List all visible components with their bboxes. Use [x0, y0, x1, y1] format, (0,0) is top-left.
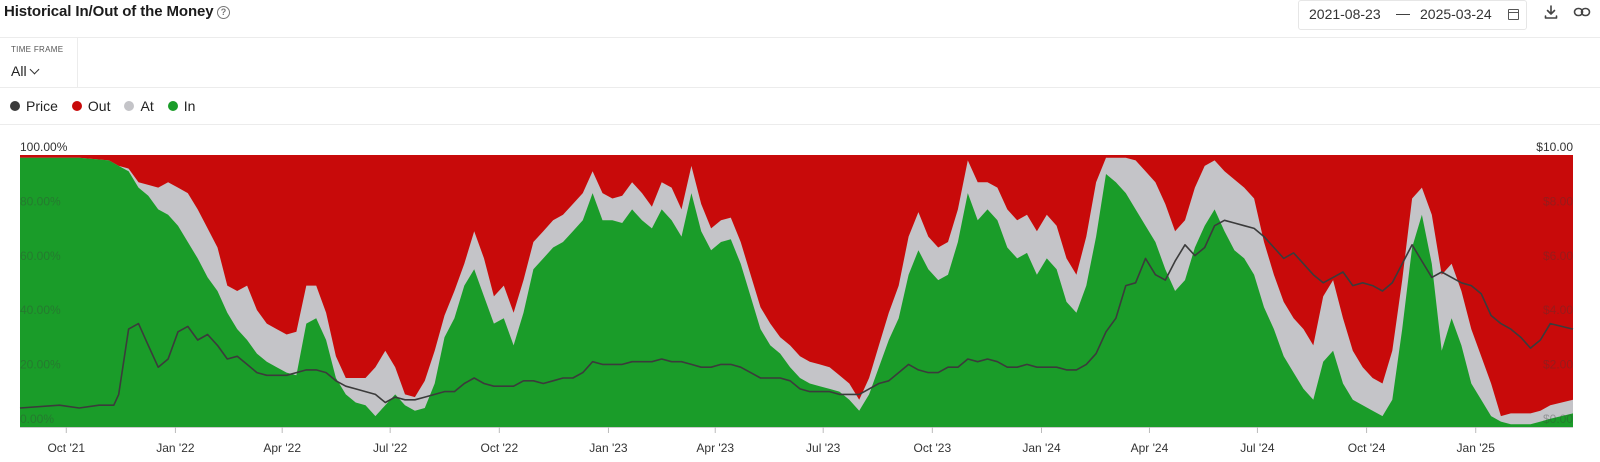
legend-item-price[interactable]: Price [10, 98, 58, 114]
x-axis-tick-label: Jan '24 [1022, 441, 1061, 455]
date-separator: — [1396, 5, 1410, 21]
legend-item-at[interactable]: At [124, 98, 154, 114]
start-date[interactable]: 2021-08-23 [1309, 6, 1381, 22]
in-area [20, 157, 1573, 427]
x-axis-tick-label: Jan '23 [589, 441, 628, 455]
question-circle-icon[interactable]: ? [217, 6, 230, 19]
y-right-tick-label: $4.00 [1543, 303, 1573, 317]
chart-legend: Price Out At In [10, 97, 209, 115]
timeframe-label: TIME FRAME [11, 45, 64, 54]
timeframe-select[interactable]: All [11, 63, 27, 79]
y-left-tick-label: 60.00% [20, 249, 61, 263]
legend-item-out[interactable]: Out [71, 98, 111, 114]
calendar-icon[interactable] [1508, 9, 1519, 20]
divider [0, 87, 1600, 88]
legend-swatch [167, 101, 178, 111]
divider [0, 37, 1600, 38]
x-axis-tick-label: Oct '24 [1348, 441, 1386, 455]
x-axis-tick-label: Jul '22 [373, 441, 408, 455]
y-axis-right: $0.00 $2.00 $4.00 $6.00 $8.00 $10.00 [1536, 140, 1573, 426]
y-left-tick-label: 100.00% [20, 140, 68, 154]
y-right-tick-label: $6.00 [1543, 249, 1573, 263]
x-axis-tick-label: Oct '23 [914, 441, 952, 455]
y-right-tick-label: $8.00 [1543, 194, 1573, 208]
chart-title: Historical In/Out of the Money [4, 3, 214, 20]
y-right-tick-label: $10.00 [1536, 140, 1573, 154]
x-axis-tick-label: Jul '23 [806, 441, 841, 455]
link-icon[interactable] [1573, 4, 1591, 20]
x-axis: Oct '21 Jan '22 Apr '22 Jul '22 Oct '22 Jan '… [20, 427, 1573, 455]
y-left-tick-label: 20.00% [20, 358, 61, 372]
x-axis-tick-label: Apr '24 [1131, 441, 1169, 455]
y-right-tick-label: $2.00 [1543, 358, 1573, 372]
legend-swatch [71, 101, 82, 111]
area-layer [20, 155, 1573, 427]
x-axis-tick-label: Jan '25 [1457, 441, 1496, 455]
y-left-tick-label: 0.00% [20, 412, 54, 426]
y-left-tick-label: 80.00% [20, 194, 61, 208]
divider [77, 38, 78, 87]
end-date[interactable]: 2025-03-24 [1420, 6, 1492, 22]
divider [0, 124, 1600, 125]
legend-label: Out [87, 98, 111, 114]
y-axis-left: 0.00% 20.00% 40.00% 60.00% 80.00% 100.00% [20, 140, 68, 426]
x-axis-tick-label: Jul '24 [1240, 441, 1275, 455]
price-line [19, 219, 1574, 409]
legend-item-in[interactable]: In [167, 98, 196, 114]
legend-label: Price [26, 98, 58, 114]
legend-label: At [140, 98, 154, 114]
x-axis-tick-label: Apr '23 [696, 441, 734, 455]
legend-swatch [124, 101, 135, 111]
download-icon[interactable] [1543, 4, 1559, 20]
legend-swatch [10, 101, 20, 111]
x-axis-tick-label: Oct '22 [480, 441, 518, 455]
y-right-tick-label: $0.00 [1543, 412, 1573, 426]
date-range-picker[interactable]: 2021-08-23 — 2025-03-24 [1298, 0, 1527, 30]
price-line-layer [19, 219, 1574, 409]
y-left-tick-label: 40.00% [20, 303, 61, 317]
x-axis-tick-label: Jan '22 [156, 441, 195, 455]
x-axis-tick-label: Oct '21 [47, 441, 85, 455]
x-axis-tick-label: Apr '22 [263, 441, 301, 455]
legend-label: In [183, 98, 196, 114]
